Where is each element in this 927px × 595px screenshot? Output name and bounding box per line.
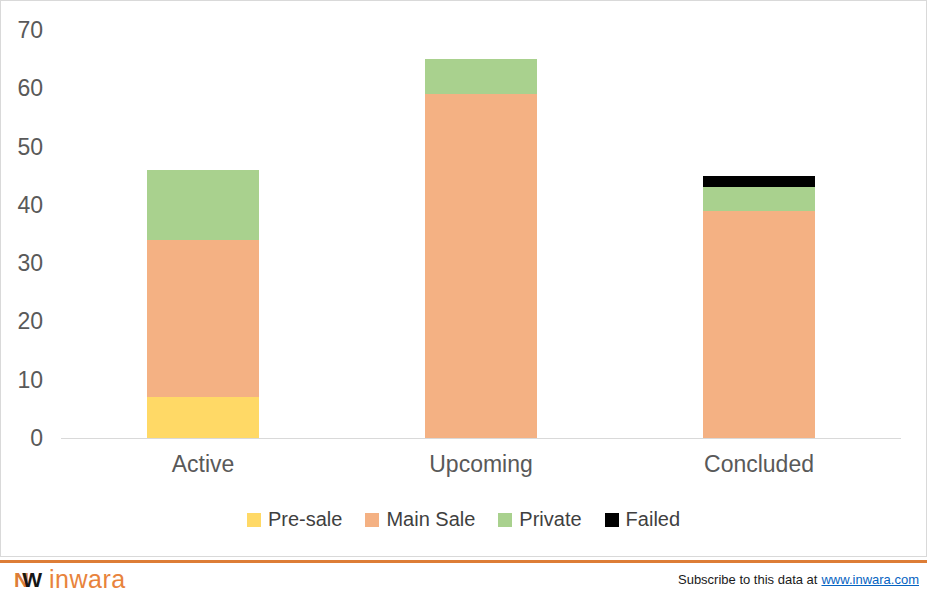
inwara-wordmark: inwara bbox=[49, 567, 126, 592]
y-axis-tick-label: 20 bbox=[1, 310, 43, 333]
y-axis-tick-label: 30 bbox=[1, 252, 43, 275]
footer: NW inwara Subscribe to this data at www.i… bbox=[0, 563, 927, 595]
legend-item-failed: Failed bbox=[605, 508, 680, 531]
legend-swatch-main-sale bbox=[365, 513, 379, 527]
logo-monogram-w: W bbox=[22, 568, 42, 591]
bar-segment-private-concluded bbox=[703, 187, 815, 210]
x-axis-category-label-upcoming: Upcoming bbox=[429, 451, 533, 478]
inwara-website-link[interactable]: www.inwara.com bbox=[821, 572, 919, 587]
x-axis-category-label-active: Active bbox=[172, 451, 235, 478]
y-axis-tick-label: 50 bbox=[1, 135, 43, 158]
y-axis-tick-label: 60 bbox=[1, 77, 43, 100]
subscribe-note: Subscribe to this data at www.inwara.com bbox=[678, 572, 919, 587]
bar-segment-failed-concluded bbox=[703, 176, 815, 188]
legend-label: Private bbox=[519, 508, 581, 531]
y-axis-tick-label: 0 bbox=[1, 427, 43, 450]
bar-segment-main-sale-upcoming bbox=[425, 94, 537, 438]
legend-item-private: Private bbox=[498, 508, 581, 531]
bar-segment-main-sale-active bbox=[147, 240, 259, 397]
x-axis-line bbox=[61, 438, 901, 439]
bar-segment-private-active bbox=[147, 170, 259, 240]
legend-swatch-failed bbox=[605, 513, 619, 527]
inwara-logo: NW inwara bbox=[14, 567, 126, 592]
bar-segment-pre-sale-active bbox=[147, 397, 259, 438]
legend-item-pre-sale: Pre-sale bbox=[247, 508, 342, 531]
stacked-bar-chart: Pre-sale Main Sale Private Failed 0 10 20 30 40… bbox=[0, 0, 927, 557]
legend-item-main-sale: Main Sale bbox=[365, 508, 475, 531]
subscribe-text: Subscribe to this data at bbox=[678, 572, 817, 587]
bar-segment-main-sale-concluded bbox=[703, 211, 815, 438]
y-axis-tick-label: 10 bbox=[1, 368, 43, 391]
chart-legend: Pre-sale Main Sale Private Failed bbox=[1, 508, 926, 531]
legend-label: Main Sale bbox=[386, 508, 475, 531]
bar-segment-private-upcoming bbox=[425, 59, 537, 94]
x-axis-category-label-concluded: Concluded bbox=[704, 451, 814, 478]
inwara-logo-icon: NW bbox=[14, 569, 42, 590]
legend-swatch-pre-sale bbox=[247, 513, 261, 527]
legend-label: Failed bbox=[626, 508, 680, 531]
legend-swatch-private bbox=[498, 513, 512, 527]
y-axis-tick-label: 40 bbox=[1, 193, 43, 216]
legend-label: Pre-sale bbox=[268, 508, 342, 531]
y-axis-tick-label: 70 bbox=[1, 19, 43, 42]
